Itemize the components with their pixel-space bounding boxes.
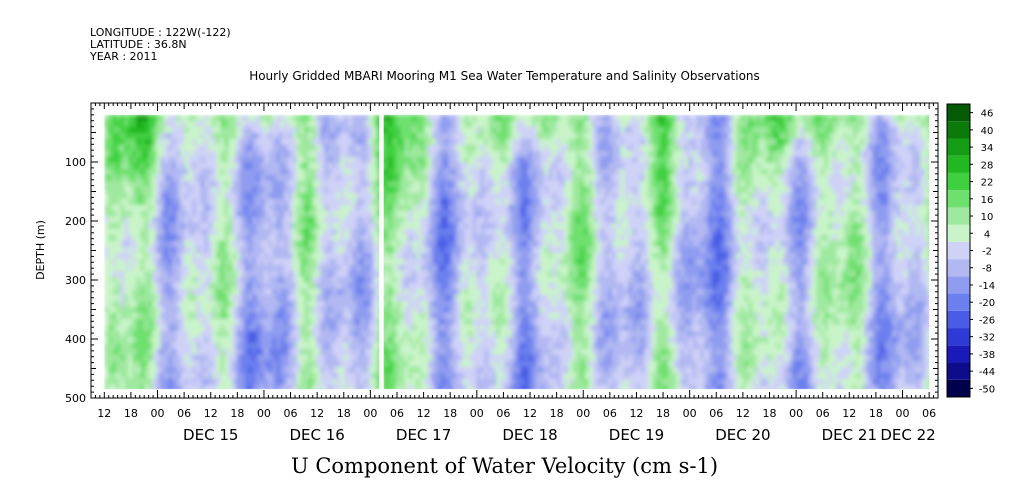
colorbar-segment: [947, 121, 970, 139]
x-hour-tick-label: 18: [124, 407, 138, 420]
x-hour-tick-label: 00: [363, 407, 377, 420]
year-label: YEAR : 2011: [90, 50, 158, 63]
x-axis-title: U Component of Water Velocity (cm s-1): [290, 454, 719, 478]
colorbar: 46 40 34 28 22 16 10 4 -2 -8 -14 -20 -26 -32 -38 -44 -50: [946, 103, 995, 398]
x-day-label: DEC 20: [715, 426, 770, 444]
latitude-label: LATITUDE : 36.8N: [90, 38, 187, 51]
y-tick-label: 300: [65, 274, 86, 287]
colorbar-segment: [947, 259, 970, 277]
y-tick-label: 400: [65, 333, 86, 346]
colorbar-segment: [947, 241, 970, 260]
colorbar-segment: [947, 224, 970, 242]
x-day-label: DEC 16: [289, 426, 344, 444]
x-day-label: DEC 15: [183, 426, 238, 444]
colorbar-tick-label: 16: [981, 195, 994, 206]
x-hour-tick-label: 18: [762, 407, 776, 420]
colorbar-segment: [947, 310, 970, 329]
colorbar-segment: [947, 155, 970, 173]
colorbar-tick-label: 46: [981, 109, 994, 120]
colorbar-segment: [947, 293, 970, 311]
y-axis-label: DEPTH (m): [34, 220, 47, 280]
x-hour-tick-label: 00: [576, 407, 590, 420]
colorbar-segment: [947, 276, 970, 294]
x-hour-tick-label: 12: [736, 407, 750, 420]
longitude-label: LONGITUDE : 122W(-122): [90, 26, 231, 39]
x-hour-tick-label: 00: [151, 407, 165, 420]
chart-title: Hourly Gridded MBARI Mooring M1 Sea Wate…: [249, 69, 760, 83]
x-day-label: DEC 22: [880, 426, 935, 444]
colorbar-tick-label: 4: [984, 229, 990, 240]
y-tick-label: 500: [65, 392, 86, 405]
colorbar-tick-label: 34: [981, 143, 994, 154]
x-axis: 12 18 00 06 12 18 00 06 12 18 00 06 12 18 00 06 12 18 00 06…: [90, 103, 939, 444]
colorbar-tick-label: 22: [981, 178, 994, 189]
colorbar-segment: [947, 328, 970, 346]
colorbar-tick-label: 40: [981, 126, 994, 137]
colorbar-tick-label: 28: [981, 160, 994, 171]
x-day-label: DEC 17: [396, 426, 451, 444]
y-axis: 100 200 300 400 500: [65, 102, 938, 405]
x-hour-tick-label: 12: [97, 407, 111, 420]
y-tick-label: 100: [65, 156, 86, 169]
x-hour-tick-label: 18: [656, 407, 670, 420]
colorbar-tick-label: -20: [979, 298, 995, 309]
data-gaps: [379, 114, 384, 390]
x-hour-tick-label: 00: [896, 407, 910, 420]
x-hour-tick-label: 12: [523, 407, 537, 420]
gap-0: [379, 114, 384, 390]
x-hour-tick-label: 00: [789, 407, 803, 420]
colorbar-segment: [947, 104, 970, 122]
colorbar-segment: [947, 345, 970, 363]
x-hour-tick-label: 06: [816, 407, 830, 420]
colorbar-tick-label: -32: [979, 333, 995, 344]
colorbar-tick-label: -44: [979, 367, 995, 378]
y-tick-label: 200: [65, 215, 86, 228]
colorbar-tick-label: -26: [979, 315, 995, 326]
x-day-label: DEC 18: [502, 426, 557, 444]
x-hour-tick-label: 06: [284, 407, 298, 420]
x-hour-tick-label: 18: [337, 407, 351, 420]
x-hour-tick-label: 12: [204, 407, 218, 420]
colorbar-tick-label: 10: [981, 212, 994, 223]
colorbar-tick-label: -50: [979, 384, 995, 395]
x-hour-tick-label: 06: [177, 407, 191, 420]
x-hour-tick-label: 06: [922, 407, 936, 420]
x-hour-tick-label: 00: [257, 407, 271, 420]
colorbar-segment: [947, 362, 970, 380]
x-hour-tick-label: 06: [603, 407, 617, 420]
x-hour-tick-label: 06: [390, 407, 404, 420]
x-hour-tick-label: 18: [550, 407, 564, 420]
x-hour-tick-label: 12: [629, 407, 643, 420]
x-day-label: DEC 19: [609, 426, 664, 444]
x-hour-tick-label: 12: [842, 407, 856, 420]
x-hour-tick-label: 00: [470, 407, 484, 420]
x-hour-tick-label: 18: [869, 407, 883, 420]
colorbar-segment: [947, 379, 970, 397]
colorbar-segment: [947, 172, 970, 191]
x-hour-tick-label: 12: [310, 407, 324, 420]
colorbar-segment: [947, 207, 970, 225]
x-day-label: DEC 21: [822, 426, 877, 444]
colorbar-tick-label: -14: [979, 281, 995, 292]
colorbar-tick-label: -38: [979, 350, 995, 361]
x-hour-tick-label: 12: [417, 407, 431, 420]
x-hour-tick-label: 18: [443, 407, 457, 420]
x-hour-tick-label: 18: [230, 407, 244, 420]
colorbar-segment: [947, 190, 970, 208]
colorbar-tick-label: -8: [982, 264, 992, 275]
x-hour-tick-label: 06: [709, 407, 723, 420]
x-hour-tick-label: 00: [683, 407, 697, 420]
colorbar-tick-label: -2: [982, 247, 992, 258]
heatmap-field: [104, 114, 930, 390]
x-hour-tick-label: 06: [496, 407, 510, 420]
colorbar-segment: [947, 138, 970, 156]
